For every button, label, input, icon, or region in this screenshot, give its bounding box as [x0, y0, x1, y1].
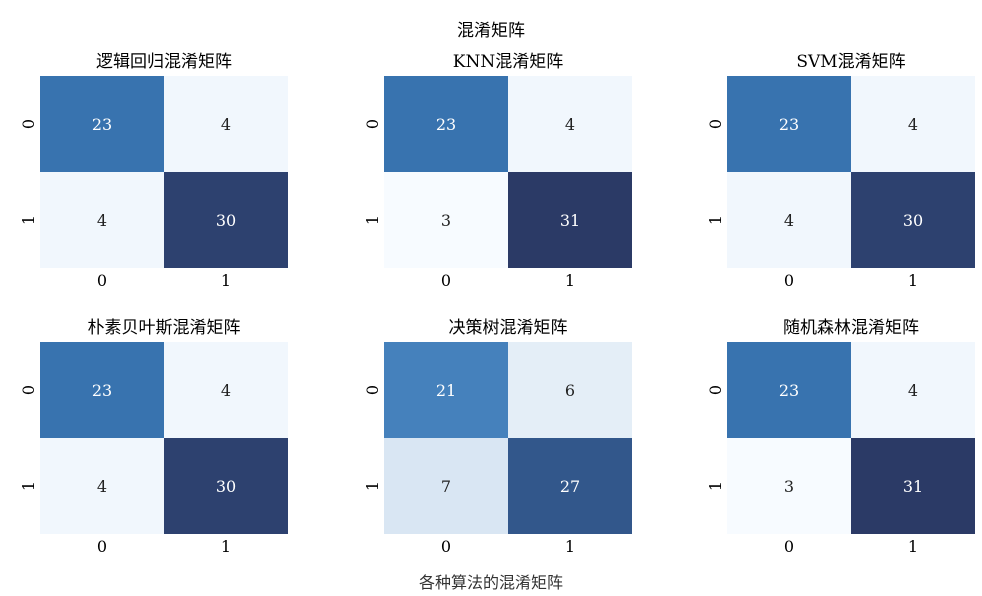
panel-title: KNN混淆矩阵: [453, 52, 563, 72]
x-tick-label: 1: [908, 537, 918, 556]
heatmap-cell: [508, 342, 632, 438]
y-tick-label: 0: [706, 385, 725, 395]
cell-value-label: 23: [92, 115, 112, 134]
heatmap-cell: [851, 438, 975, 534]
cell-value-label: 30: [216, 211, 236, 230]
cell-value-label: 23: [92, 381, 112, 400]
y-tick-label: 1: [19, 481, 38, 491]
cell-value-label: 31: [560, 211, 580, 230]
heatmap-panel: 朴素贝叶斯混淆矩阵 23 4 4 30 0 1 0 1: [19, 318, 288, 556]
panel-title: 朴素贝叶斯混淆矩阵: [88, 318, 241, 338]
x-tick-label: 1: [565, 271, 575, 290]
heatmap-cell: [384, 342, 508, 438]
cell-value-label: 6: [565, 381, 575, 400]
cell-value-label: 7: [441, 477, 451, 496]
cell-value-label: 23: [779, 115, 799, 134]
heatmap-cell: [40, 438, 164, 534]
y-tick-label: 0: [19, 385, 38, 395]
heatmap-cell: [164, 342, 288, 438]
heatmap-cell: [384, 438, 508, 534]
y-tick-label: 0: [363, 119, 382, 129]
heatmap-cell: [384, 76, 508, 172]
y-tick-label: 1: [363, 481, 382, 491]
heatmap-cell: [164, 76, 288, 172]
figure-caption: 各种算法的混淆矩阵: [419, 573, 563, 592]
heatmap-cell: [508, 172, 632, 268]
x-tick-label: 1: [565, 537, 575, 556]
panel-title: 逻辑回归混淆矩阵: [96, 52, 232, 72]
heatmap-cell: [508, 76, 632, 172]
heatmap-cell: [727, 76, 851, 172]
cell-value-label: 23: [779, 381, 799, 400]
y-tick-label: 1: [706, 481, 725, 491]
cell-value-label: 23: [436, 115, 456, 134]
y-tick-label: 1: [19, 215, 38, 225]
cell-value-label: 4: [97, 477, 107, 496]
cell-value-label: 4: [97, 211, 107, 230]
cell-value-label: 27: [560, 477, 580, 496]
heatmap-cell: [40, 342, 164, 438]
cell-value-label: 3: [784, 477, 794, 496]
cell-value-label: 30: [216, 477, 236, 496]
cell-value-label: 4: [221, 115, 231, 134]
cell-value-label: 21: [436, 381, 456, 400]
x-tick-label: 0: [97, 537, 107, 556]
panel-title: 决策树混淆矩阵: [449, 318, 568, 338]
x-tick-label: 1: [908, 271, 918, 290]
y-tick-label: 0: [363, 385, 382, 395]
heatmap-panel: 逻辑回归混淆矩阵 23 4 4 30 0 1 0 1: [19, 52, 288, 290]
heatmap-cell: [851, 172, 975, 268]
heatmap-cell: [508, 438, 632, 534]
panel-title: SVM混淆矩阵: [796, 52, 905, 72]
cell-value-label: 3: [441, 211, 451, 230]
x-tick-label: 0: [784, 271, 794, 290]
y-tick-label: 1: [706, 215, 725, 225]
heatmap-cell: [851, 342, 975, 438]
heatmap-cell: [727, 438, 851, 534]
heatmap-panel: 随机森林混淆矩阵 23 4 3 31 0 1 0 1: [706, 318, 975, 556]
x-tick-label: 0: [441, 271, 451, 290]
heatmap-panel: SVM混淆矩阵 23 4 4 30 0 1 0 1: [706, 52, 975, 290]
heatmap-cell: [164, 172, 288, 268]
heatmap-cell: [164, 438, 288, 534]
heatmap-cell: [40, 172, 164, 268]
cell-value-label: 4: [908, 115, 918, 134]
x-tick-label: 0: [441, 537, 451, 556]
cell-value-label: 4: [908, 381, 918, 400]
heatmap-panel: KNN混淆矩阵 23 4 3 31 0 1 0 1: [363, 52, 632, 290]
x-tick-label: 1: [221, 537, 231, 556]
cell-value-label: 30: [903, 211, 923, 230]
x-tick-label: 0: [784, 537, 794, 556]
y-tick-label: 0: [19, 119, 38, 129]
heatmap-cell: [727, 342, 851, 438]
heatmap-cell: [727, 172, 851, 268]
panel-title: 随机森林混淆矩阵: [783, 318, 919, 338]
x-tick-label: 0: [97, 271, 107, 290]
figure-suptitle: 混淆矩阵: [457, 21, 525, 41]
heatmap-cell: [851, 76, 975, 172]
cell-value-label: 4: [784, 211, 794, 230]
y-tick-label: 1: [363, 215, 382, 225]
y-tick-label: 0: [706, 119, 725, 129]
heatmap-panel: 决策树混淆矩阵 21 6 7 27 0 1 0 1: [363, 318, 632, 556]
cell-value-label: 31: [903, 477, 923, 496]
x-tick-label: 1: [221, 271, 231, 290]
cell-value-label: 4: [221, 381, 231, 400]
cell-value-label: 4: [565, 115, 575, 134]
heatmap-cell: [384, 172, 508, 268]
heatmap-cell: [40, 76, 164, 172]
